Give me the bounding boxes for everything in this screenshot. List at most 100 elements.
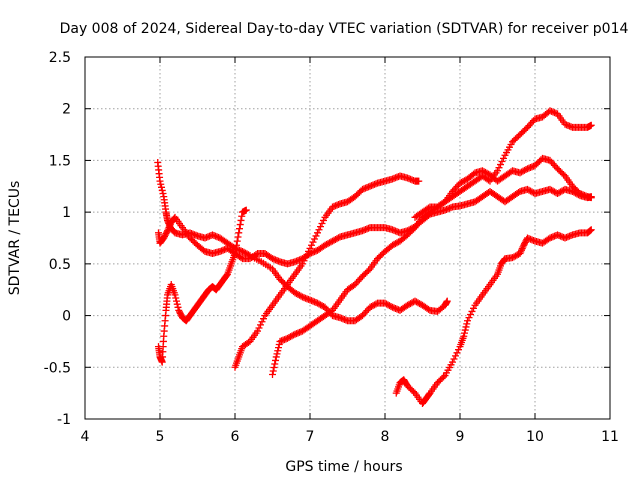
ticks: 4 5 6 7 8 9 10 11 -1 -0.5 0 0.5 1 1.5 2 2.5 [44, 50, 619, 445]
data-point [500, 154, 507, 162]
data-point [518, 246, 525, 254]
y-tick-label: 1 [62, 205, 71, 221]
data-point [546, 185, 554, 193]
data-point [522, 166, 530, 174]
data-point [315, 300, 323, 308]
x-tick-label: 11 [601, 429, 619, 445]
chart-title: Day 008 of 2024, Sidereal Day-to-day VTE… [60, 21, 629, 37]
data-point [297, 292, 305, 300]
data-point [552, 163, 560, 171]
data-point [173, 300, 181, 308]
x-tick-label: 6 [231, 429, 240, 445]
data-point [333, 235, 341, 243]
data-point [320, 216, 327, 224]
data-point [321, 303, 329, 311]
data-point [314, 299, 321, 307]
grid [85, 57, 610, 419]
data-point [465, 314, 473, 322]
data-point [311, 235, 318, 243]
y-axis-label: SDTVAR / TECUs [7, 181, 23, 296]
data-point [233, 237, 241, 245]
data-point [231, 250, 239, 258]
data-point [411, 297, 419, 305]
data-point [554, 190, 561, 198]
series-arc-2 [155, 185, 595, 268]
data-point [461, 329, 468, 337]
data-point [462, 323, 470, 331]
data-point [587, 121, 595, 129]
data-point [524, 185, 531, 193]
data-point [453, 182, 461, 190]
data-point [509, 254, 516, 262]
data-point [456, 179, 464, 187]
data-point [392, 240, 399, 248]
data-point [368, 302, 375, 310]
data-point [560, 170, 567, 178]
data-point [315, 226, 323, 234]
data-point [524, 123, 531, 131]
data-point [272, 353, 280, 361]
data-point [252, 251, 260, 259]
data-point [555, 189, 563, 197]
data-point [381, 299, 389, 307]
data-point [408, 299, 416, 307]
y-tick-label: 0.5 [49, 257, 71, 273]
data-point [371, 301, 378, 309]
data-point [274, 347, 282, 355]
data-point [452, 352, 459, 360]
data-point [318, 220, 326, 228]
data-point [158, 186, 166, 194]
data-point [223, 271, 231, 279]
y-tick-label: 0 [62, 309, 71, 325]
y-tick-label: 2 [62, 102, 71, 118]
data-point [410, 388, 417, 396]
data-point [308, 241, 315, 249]
data-point [239, 247, 246, 255]
series-arc-3 [155, 206, 250, 366]
data-point [359, 312, 366, 320]
data-point [326, 239, 333, 247]
data-point [327, 307, 335, 315]
data-point [269, 371, 276, 379]
data-point [518, 245, 526, 253]
y-tick-label: 1.5 [49, 153, 71, 169]
data-point [405, 300, 413, 308]
data-point [525, 122, 533, 130]
data-point [519, 167, 527, 175]
x-tick-label: 10 [526, 429, 544, 445]
data-point [453, 349, 461, 357]
data-point [273, 350, 281, 358]
x-tick-label: 4 [81, 429, 90, 445]
data-point [324, 240, 332, 248]
data-point [323, 240, 330, 248]
data-point [309, 238, 317, 246]
data-point [285, 333, 293, 341]
data-point [557, 188, 564, 196]
data-point [354, 277, 362, 285]
data-point [450, 355, 458, 363]
data-point [284, 334, 291, 342]
data-point [303, 251, 311, 259]
data-point [390, 240, 398, 248]
data-point [467, 311, 474, 319]
x-tick-label: 8 [381, 429, 390, 445]
data-point [163, 228, 171, 236]
data-point [518, 168, 525, 176]
data-point [165, 223, 173, 231]
data-point [369, 302, 377, 310]
data-point [443, 297, 451, 305]
data-point [290, 331, 297, 339]
data-point [233, 241, 240, 249]
series-arc-4 [231, 172, 423, 371]
data-point [156, 177, 164, 185]
data-point [237, 216, 245, 224]
data-point [384, 301, 392, 309]
data-point [387, 302, 395, 310]
data-point [159, 190, 167, 198]
data-points [154, 107, 595, 407]
data-point [306, 244, 314, 252]
data-point [360, 310, 368, 318]
data-point [300, 257, 308, 265]
data-point [551, 161, 558, 169]
data-point [164, 225, 172, 233]
